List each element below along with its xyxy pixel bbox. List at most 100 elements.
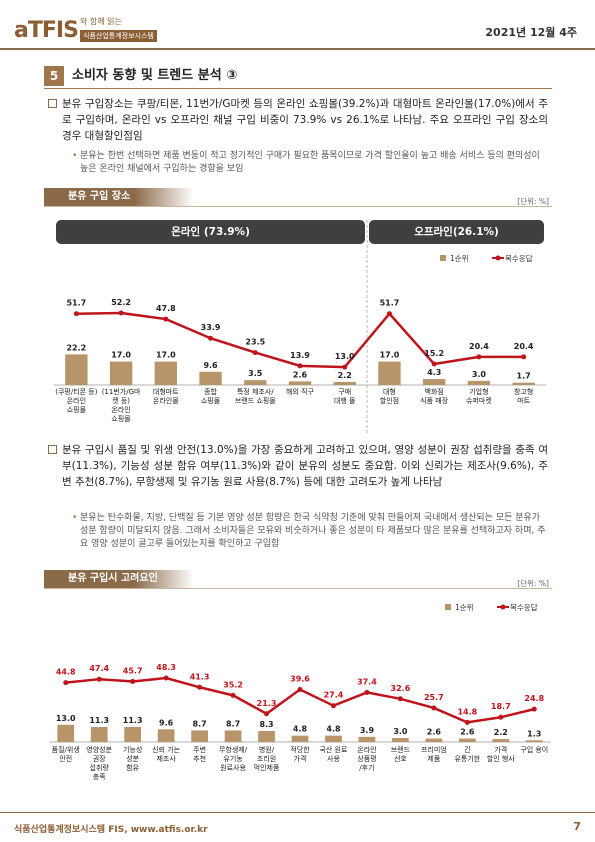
chart-svg: 13.0 11.3 11.3 9.6 8.7 8.7 8.3 4.8 4.8 3.9 3.0 2.6 2…	[49, 604, 551, 743]
bar-value-label: 4.8	[326, 725, 341, 734]
category-label: 긴 유통기한	[454, 746, 481, 763]
category-label: 프리미엄 제품	[420, 746, 447, 763]
system-name: 식품산업통계정보시스템	[80, 30, 157, 42]
category-label: (쿠팡/티몬 등) 온라인 쇼핑몰	[55, 388, 98, 414]
bar-value-label: 11.3	[89, 716, 109, 725]
bar-value-label: 1.7	[517, 372, 531, 381]
line-value-label: 47.4	[89, 664, 109, 673]
category-label: 창고형 마트	[513, 388, 534, 405]
bar	[458, 738, 476, 742]
bar	[191, 730, 208, 742]
legend-swatch	[500, 604, 506, 610]
category-label: 대형 할인점	[379, 388, 400, 405]
category-label: (11번가/G마켓 등) 온라인 쇼핑몰	[101, 388, 141, 423]
category-label: 무항생제/ 유기농 원료사용	[218, 746, 248, 772]
line-value-label: 37.4	[357, 677, 377, 686]
line-point	[431, 705, 437, 711]
line-value-label: 23.5	[245, 338, 265, 347]
chart-svg: 22.2 17.0 17.0 9.6 3.5 2.6 2.2 17.0 4.3 3.0 1.7 51.…	[54, 220, 546, 435]
category-label: 구입 용이	[520, 746, 549, 754]
category-label: 온라인 상품평 /후기	[357, 746, 377, 772]
line-point	[252, 350, 258, 356]
line-value-label: 47.8	[156, 304, 176, 313]
sub-paragraph: 분유는 탄수화물, 지방, 단백질 등 기본 영양 성분 함량은 한국 식약청 …	[72, 512, 548, 551]
category-label: 주변 추천	[193, 746, 207, 763]
bar-value-label: 3.5	[248, 369, 263, 378]
bar	[378, 361, 401, 385]
line-value-label: 13.9	[290, 351, 310, 360]
group-header: 오프라인(26.1%)	[369, 220, 544, 244]
bar-value-label: 9.6	[203, 361, 218, 370]
bar-value-label: 17.0	[111, 351, 131, 360]
line-point	[464, 719, 470, 725]
category-label: 백화점 식품 매장	[420, 388, 449, 405]
line-value-label: 21.3	[257, 699, 277, 708]
bar-value-label: 22.2	[66, 343, 86, 352]
line-point	[330, 703, 336, 709]
bar	[423, 379, 446, 385]
line-point	[297, 687, 303, 693]
line-point	[73, 311, 79, 317]
bar-value-label: 11.3	[123, 716, 143, 725]
bar-value-label: 17.0	[380, 351, 400, 360]
bar	[425, 738, 443, 742]
bar-value-label: 1.3	[527, 729, 541, 738]
bar-value-label: 2.2	[338, 371, 352, 380]
bar	[512, 382, 535, 385]
bar	[467, 380, 491, 385]
legend-swatch	[445, 604, 451, 610]
bar	[291, 735, 309, 742]
category-label: 기능성 성분 함유	[122, 746, 143, 772]
bar-value-label: 2.2	[494, 728, 508, 737]
bar-value-label: 3.9	[360, 726, 375, 735]
line-point	[197, 684, 203, 690]
logo: aTFIS	[14, 18, 79, 43]
bar	[244, 380, 267, 385]
header-rule	[0, 48, 595, 50]
line-value-label: 18.7	[491, 702, 511, 711]
section-title: 소비자 동향 및 트렌드 분석 ③	[72, 68, 238, 83]
line-value-label: 25.7	[424, 693, 444, 702]
category-label: 가격 할인 행사	[486, 746, 515, 763]
line-point	[431, 361, 437, 367]
line-point	[364, 689, 370, 695]
chart: 22.2 17.0 17.0 9.6 3.5 2.6 2.2 17.0 4.3 3.0 1.7 51.…	[50, 220, 550, 435]
paragraph: 분유 구입시 품질 및 위생 안전(13.0%)을 가장 중요하게 고려하고 있…	[48, 444, 548, 488]
bar	[57, 724, 75, 742]
category-label: 병원/ 조리원 먹인제품	[253, 746, 280, 772]
bar	[492, 739, 510, 742]
bar	[325, 735, 342, 742]
group-header: 온라인 (73.9%)	[56, 220, 366, 244]
line-point	[230, 692, 236, 698]
bar	[258, 731, 275, 742]
line-point	[521, 354, 527, 360]
bar-value-label: 4.3	[427, 368, 441, 377]
line-value-label: 20.4	[514, 342, 534, 351]
chart-title: 분유 구입시 고려요인	[44, 570, 194, 588]
line-value-label: 24.8	[524, 694, 544, 703]
line-value-label: 15.2	[424, 349, 444, 358]
line-point	[163, 316, 169, 322]
bar-value-label: 13.0	[56, 714, 76, 723]
category-label: 특정 제조사/ 브랜드 쇼핑몰	[234, 388, 276, 405]
category-label: 대형마트 온라인몰	[152, 388, 179, 405]
bar	[199, 371, 222, 385]
line-value-label: 33.9	[201, 323, 221, 332]
bar-value-label: 3.0	[393, 727, 408, 736]
line-point	[96, 676, 102, 682]
line-point	[130, 678, 136, 684]
bar-value-label: 2.6	[293, 370, 308, 379]
line-value-label: 51.7	[380, 299, 400, 308]
line-point	[342, 364, 348, 370]
bar-value-label: 8.3	[259, 720, 273, 729]
line-point	[264, 711, 270, 717]
bar	[157, 729, 175, 742]
line-value-label: 13.0	[335, 352, 355, 361]
line-point	[63, 680, 69, 686]
legend-label: 복수응답	[510, 603, 538, 612]
legend-label: 1순위	[450, 254, 469, 263]
section-number: 5	[44, 66, 64, 86]
bar-value-label: 9.6	[159, 718, 174, 727]
bar	[525, 740, 543, 742]
